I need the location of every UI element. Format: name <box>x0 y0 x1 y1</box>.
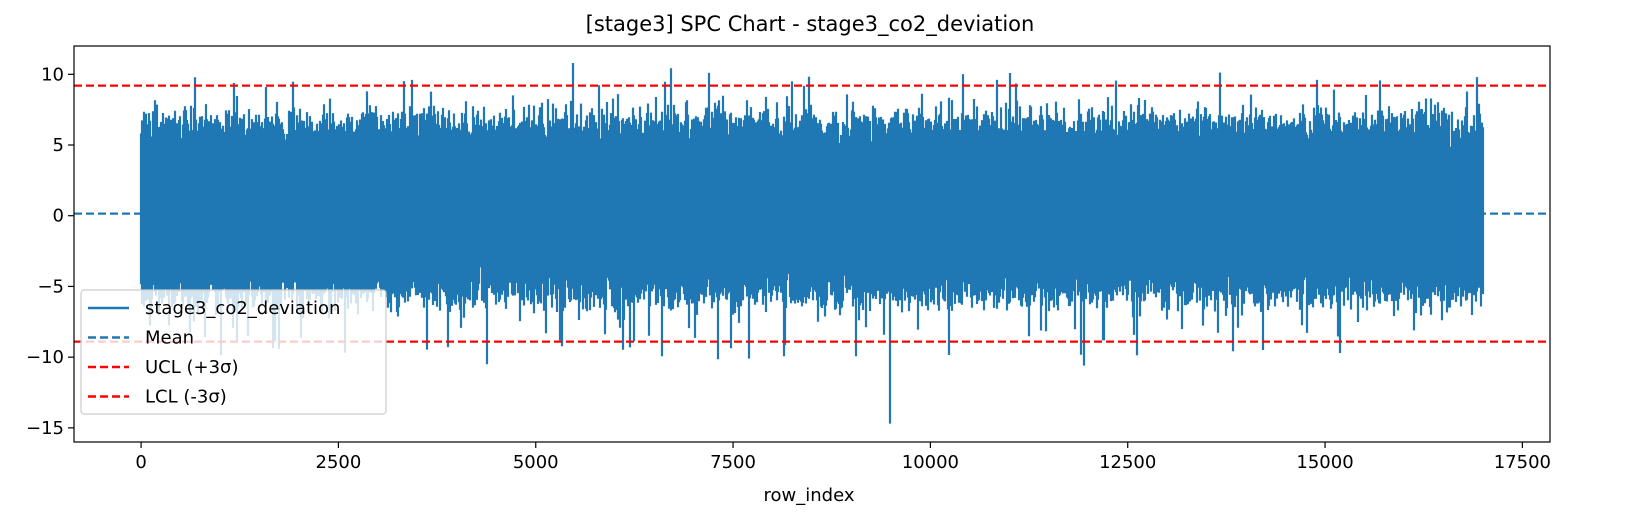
y-tick-label: −5 <box>37 276 64 297</box>
x-tick-label: 10000 <box>902 452 959 473</box>
x-axis: 0 2500 5000 7500 10000 12500 15000 17500 <box>135 442 1551 473</box>
y-tick-label: −10 <box>26 347 64 368</box>
x-tick-label: 7500 <box>710 452 756 473</box>
y-axis: 10 5 0 −5 −10 −15 <box>26 64 74 439</box>
y-tick-label: −15 <box>26 418 64 439</box>
x-tick-label: 0 <box>135 452 146 473</box>
plot-frame <box>73 45 1551 443</box>
x-tick-label: 5000 <box>513 452 559 473</box>
x-tick-label: 2500 <box>316 452 362 473</box>
legend-label: LCL (-3σ) <box>145 387 227 408</box>
legend-label: UCL (+3σ) <box>145 357 238 378</box>
x-tick-label: 12500 <box>1099 452 1156 473</box>
legend-label: Mean <box>145 328 194 349</box>
plot-area <box>73 45 1551 443</box>
x-axis-label: row_index <box>764 485 855 506</box>
legend: stage3_co2_deviation Mean UCL (+3σ) LCL (-3… <box>80 289 387 415</box>
plot-content <box>74 63 1550 424</box>
x-tick-label: 17500 <box>1494 452 1551 473</box>
chart-title: [stage3] SPC Chart - stage3_co2_deviatio… <box>586 12 1035 37</box>
y-tick-label: 5 <box>53 135 64 156</box>
legend-box <box>80 289 387 415</box>
y-tick-label: 10 <box>41 64 64 85</box>
y-tick-label: 0 <box>53 206 64 227</box>
x-tick-label: 15000 <box>1296 452 1353 473</box>
legend-label: stage3_co2_deviation <box>145 298 340 319</box>
